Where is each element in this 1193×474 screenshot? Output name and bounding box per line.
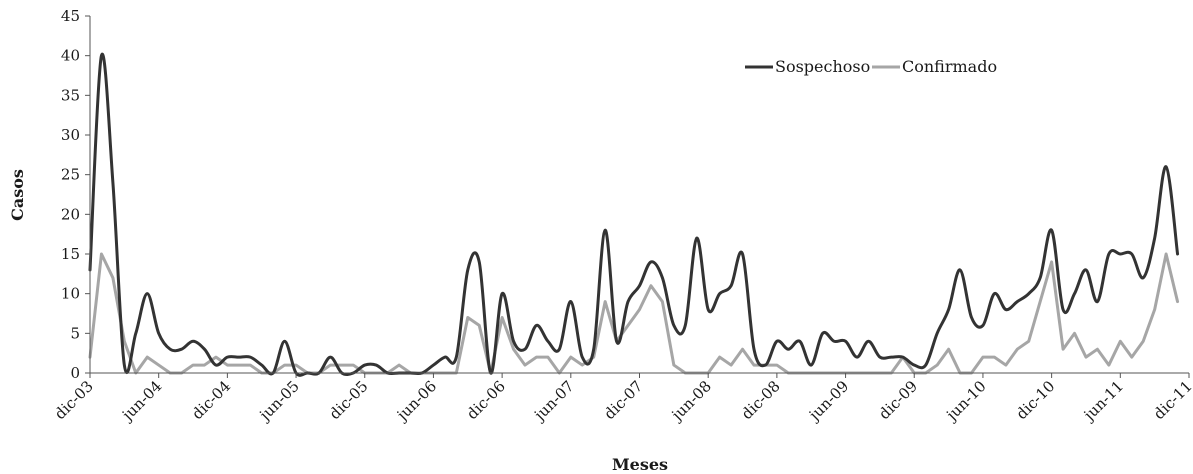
y-tick-label: 15 <box>61 245 80 263</box>
series-line-confirmado <box>88 252 1180 375</box>
x-tick-label: jun-09 <box>804 377 852 425</box>
series-layer <box>88 52 1180 377</box>
x-tick-label: dic-06 <box>463 377 509 423</box>
legend-label-sospechoso: Sospechoso <box>775 57 870 76</box>
x-tick-label: jun-06 <box>392 377 440 425</box>
legend: Sospechoso Confirmado <box>745 57 997 76</box>
y-tick-label: 40 <box>61 47 80 65</box>
y-tick-label: 30 <box>61 126 80 144</box>
x-tick-label: jun-10 <box>942 377 990 425</box>
x-tick-label: dic-11 <box>1150 377 1193 423</box>
y-tick-label: 45 <box>61 7 80 25</box>
x-tick-label: dic-07 <box>600 377 646 423</box>
x-tick-label: jun-05 <box>255 377 303 425</box>
x-tick-label: dic-03 <box>51 377 97 423</box>
x-tick-label: dic-09 <box>875 377 921 423</box>
x-tick-label: dic-08 <box>738 377 784 423</box>
x-tick-label: jun-08 <box>667 377 715 425</box>
x-axis-title: Meses <box>612 455 668 474</box>
x-tick-label: jun-04 <box>117 377 165 425</box>
y-tick-label: 20 <box>61 205 80 223</box>
series-line-sospechoso <box>88 52 1180 377</box>
y-axis-title: Casos <box>8 169 27 221</box>
y-tick-label: 0 <box>70 364 80 382</box>
y-tick-label: 5 <box>70 324 80 342</box>
legend-label-confirmado: Confirmado <box>902 57 997 76</box>
x-tick-label: jun-11 <box>1079 377 1127 425</box>
x-tick-label: jun-07 <box>529 377 577 425</box>
y-tick-label: 35 <box>61 86 80 104</box>
y-tick-label: 10 <box>61 285 80 303</box>
y-tick-label: 25 <box>61 166 80 184</box>
x-tick-label: dic-05 <box>326 377 372 423</box>
x-tick-label: dic-10 <box>1013 377 1059 423</box>
x-tick-label: dic-04 <box>188 377 234 423</box>
